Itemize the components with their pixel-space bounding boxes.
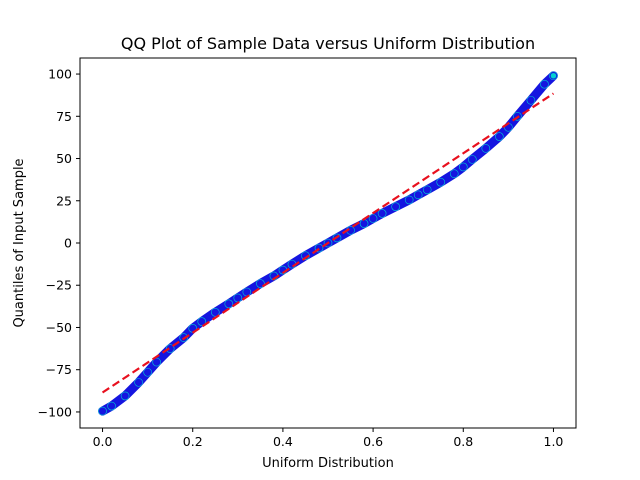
y-axis-label: Quantiles of Input Sample [12,158,27,327]
data-point [165,344,175,353]
x-tick-label: 0.2 [183,434,203,449]
y-tick-label: −75 [46,362,72,377]
reference-line-layer [101,92,555,394]
data-point-end [549,72,558,80]
data-point [481,144,491,153]
y-tick-label: −50 [46,320,72,335]
plot-frame [79,57,577,429]
axis-ticks: 0.0 0.2 0.4 0.6 0.8 1.0 −100 −75 −50 −25 0 25 50 75 10… [38,67,564,449]
data-point [436,177,446,187]
data-point [413,190,423,200]
x-tick-label: 0.4 [273,434,293,449]
y-tick-label: 75 [56,109,72,124]
reference-line [101,92,555,394]
data-point [242,287,252,297]
x-tick-label: 0.0 [93,434,113,449]
data-point [152,357,161,367]
data-point [449,169,459,179]
data-point [368,214,378,223]
y-tick-label: 100 [48,67,72,82]
data-point [495,132,504,141]
y-tick-label: 50 [56,151,72,166]
data-point [377,209,387,218]
data-point [422,185,432,195]
y-tick-label: −100 [38,404,72,419]
y-tick-label: 25 [56,193,72,208]
chart-title: QQ Plot of Sample Data versus Uniform Di… [121,34,535,53]
data-point [98,406,107,416]
data-point [143,367,152,377]
data-point [107,401,116,411]
data-point [391,202,400,211]
data-point [134,378,143,387]
data-point [197,317,207,326]
data-point [404,195,414,205]
y-tick-label: −25 [46,278,72,293]
data-point [458,162,468,172]
data-point [526,95,536,105]
data-point [224,299,234,309]
data-point [233,293,243,303]
x-tick-label: 0.6 [363,434,383,449]
x-tick-label: 0.8 [453,434,473,449]
data-point [359,219,369,228]
data-point [120,391,130,401]
x-axis-label: Uniform Distribution [262,456,394,471]
x-tick-label: 1.0 [544,434,564,449]
data-point [210,307,220,317]
y-tick-label: 0 [64,236,72,251]
data-point [467,155,477,164]
data-point [540,79,549,89]
